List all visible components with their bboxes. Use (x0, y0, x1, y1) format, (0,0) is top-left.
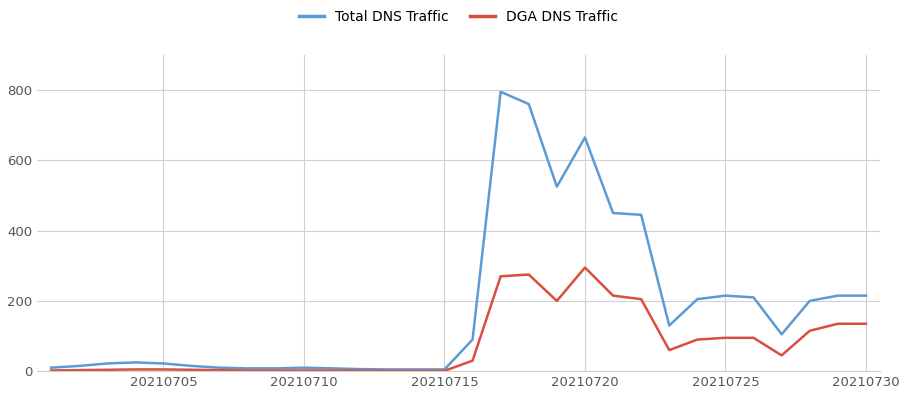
Total DNS Traffic (552, 184, 563, 189)
Total DNS Traffic (355, 367, 365, 371)
DGA DNS Traffic (524, 272, 534, 277)
Total DNS Traffic (74, 364, 85, 368)
DGA DNS Traffic (861, 322, 872, 326)
Total DNS Traffic (748, 295, 759, 300)
DGA DNS Traffic (186, 367, 197, 372)
Total DNS Traffic (271, 366, 282, 371)
DGA DNS Traffic (158, 367, 169, 372)
DGA DNS Traffic (804, 328, 815, 333)
DGA DNS Traffic (833, 322, 844, 326)
DGA DNS Traffic (74, 368, 85, 373)
Total DNS Traffic (467, 337, 478, 342)
DGA DNS Traffic (439, 368, 450, 373)
DGA DNS Traffic (552, 299, 563, 303)
DGA DNS Traffic (326, 368, 337, 373)
Total DNS Traffic (383, 367, 394, 372)
DGA DNS Traffic (664, 348, 674, 352)
DGA DNS Traffic (355, 368, 365, 373)
Total DNS Traffic (186, 364, 197, 368)
Total DNS Traffic (635, 212, 646, 217)
Total DNS Traffic (861, 293, 872, 298)
DGA DNS Traffic (215, 368, 225, 373)
Legend: Total DNS Traffic, DGA DNS Traffic: Total DNS Traffic, DGA DNS Traffic (294, 5, 624, 30)
Line: DGA DNS Traffic: DGA DNS Traffic (51, 268, 866, 371)
DGA DNS Traffic (635, 297, 646, 301)
DGA DNS Traffic (243, 368, 254, 373)
DGA DNS Traffic (130, 367, 141, 372)
DGA DNS Traffic (776, 353, 787, 358)
Line: Total DNS Traffic: Total DNS Traffic (51, 92, 866, 369)
Total DNS Traffic (692, 297, 703, 301)
Total DNS Traffic (720, 293, 731, 298)
DGA DNS Traffic (495, 274, 506, 279)
Total DNS Traffic (524, 102, 534, 107)
Total DNS Traffic (158, 361, 169, 366)
DGA DNS Traffic (748, 335, 759, 340)
DGA DNS Traffic (467, 358, 478, 363)
Total DNS Traffic (215, 365, 225, 370)
DGA DNS Traffic (720, 335, 731, 340)
Total DNS Traffic (102, 361, 113, 366)
Total DNS Traffic (776, 332, 787, 337)
Total DNS Traffic (130, 360, 141, 365)
Total DNS Traffic (607, 211, 618, 215)
Total DNS Traffic (411, 367, 422, 372)
DGA DNS Traffic (383, 368, 394, 373)
DGA DNS Traffic (607, 293, 618, 298)
DGA DNS Traffic (298, 368, 309, 373)
DGA DNS Traffic (411, 368, 422, 373)
Total DNS Traffic (326, 366, 337, 371)
Total DNS Traffic (580, 135, 591, 140)
DGA DNS Traffic (271, 368, 282, 373)
Total DNS Traffic (664, 323, 674, 328)
Total DNS Traffic (298, 365, 309, 370)
DGA DNS Traffic (45, 368, 56, 373)
Total DNS Traffic (45, 365, 56, 370)
Total DNS Traffic (804, 299, 815, 303)
Total DNS Traffic (833, 293, 844, 298)
Total DNS Traffic (439, 367, 450, 372)
Total DNS Traffic (495, 89, 506, 94)
DGA DNS Traffic (692, 337, 703, 342)
DGA DNS Traffic (102, 367, 113, 372)
Total DNS Traffic (243, 366, 254, 371)
DGA DNS Traffic (580, 265, 591, 270)
